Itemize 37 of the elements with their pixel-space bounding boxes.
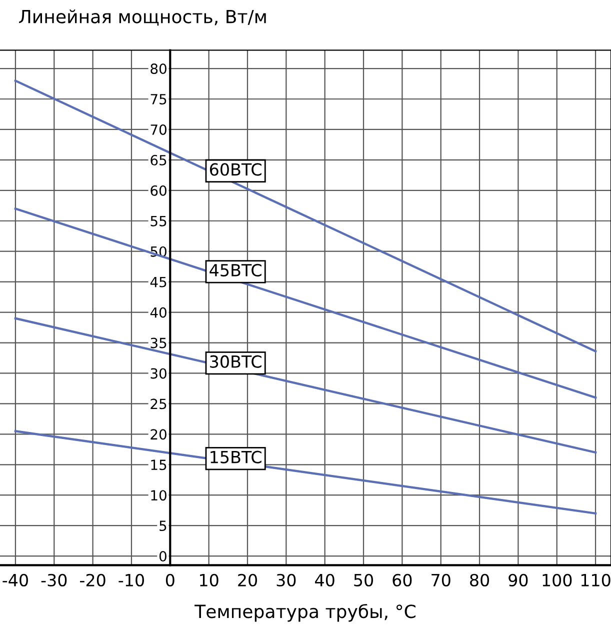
y-tick-label: 20: [150, 429, 166, 440]
y-tick-label: 5: [160, 520, 166, 532]
series-label: 30BTC: [210, 355, 262, 368]
y-tick-label: 65: [150, 154, 166, 166]
series-label: 60BTC: [210, 163, 262, 176]
series-label: 45BTC: [210, 264, 262, 276]
y-tick-label: 25: [150, 398, 166, 410]
x-tick-label: 80: [470, 574, 490, 586]
x-tick-label: 40: [315, 574, 334, 586]
y-tick-label: 80: [150, 63, 166, 74]
x-tick-label: 60: [392, 574, 412, 586]
y-tick-label: 55: [150, 216, 166, 226]
series-label: 15BTC: [210, 450, 262, 464]
x-tick-label: 70: [432, 574, 450, 586]
x-tick-label: 30: [276, 574, 296, 586]
x-tick-label: 50: [354, 574, 374, 586]
x-tick-label: 100: [542, 574, 572, 586]
y-tick-label: 75: [150, 94, 166, 104]
x-tick-label: -40: [2, 574, 28, 586]
x-tick-label: -20: [80, 574, 106, 586]
y-tick-label: 35: [150, 338, 166, 348]
y-tick-label: 45: [150, 276, 166, 288]
x-tick-label: -10: [118, 574, 144, 586]
y-tick-label: 60: [150, 185, 166, 196]
x-tick-label: -30: [41, 574, 67, 586]
y-tick-label: 0: [159, 551, 166, 562]
y-tick-label: 40: [150, 307, 166, 318]
y-tick-label: 15: [151, 460, 166, 470]
x-tick-label: 10: [200, 574, 218, 586]
x-axis-title: Температура трубы, °C: [194, 604, 416, 622]
y-tick-label: 70: [150, 124, 166, 135]
x-tick-label: 110: [581, 574, 610, 586]
y-axis-title: Линейная мощность, Вт/м: [19, 10, 266, 26]
y-tick-label: 10: [151, 490, 166, 501]
x-tick-label: 90: [508, 574, 528, 586]
y-tick-label: 30: [150, 368, 166, 379]
x-tick-label: 20: [238, 574, 257, 586]
